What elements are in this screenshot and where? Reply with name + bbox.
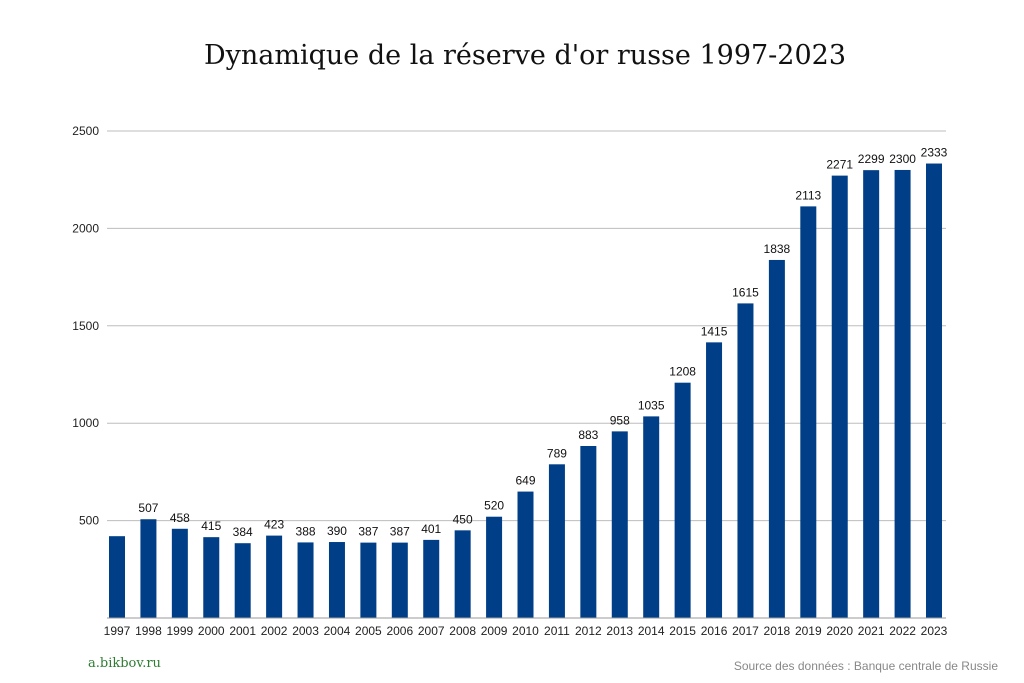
data-label-2011: 789 xyxy=(547,446,567,460)
bar-2005 xyxy=(360,542,377,618)
data-label-2012: 883 xyxy=(578,428,598,442)
data-label-2008: 450 xyxy=(453,512,473,526)
x-tick-label: 2003 xyxy=(292,624,319,638)
chart-title: Dynamique de la réserve d'or russe 1997-… xyxy=(203,40,847,71)
source-label: Source des données : Banque centrale de … xyxy=(733,659,998,673)
data-label-2001: 384 xyxy=(233,525,253,539)
y-tick-label: 2000 xyxy=(72,221,99,235)
bar-2007 xyxy=(423,539,440,618)
y-tick-label: 500 xyxy=(79,514,99,528)
x-tick-label: 2008 xyxy=(449,624,476,638)
data-label-1998: 507 xyxy=(138,501,158,515)
y-tick-label: 1000 xyxy=(72,416,99,430)
x-tick-label: 2023 xyxy=(921,624,948,638)
data-label-2005: 387 xyxy=(358,525,378,539)
data-label-2004: 390 xyxy=(327,524,347,538)
site-label: a.bikbov.ru xyxy=(88,656,161,671)
bar-2011 xyxy=(548,464,565,618)
x-tick-label: 2020 xyxy=(826,624,853,638)
bar-1997 xyxy=(109,536,125,618)
data-label-2023: 2333 xyxy=(921,146,948,160)
y-axis-tick-labels: 500 1000 1500 2000 2500 xyxy=(72,124,99,528)
bar-2020 xyxy=(831,175,848,619)
bar-2019 xyxy=(800,206,817,618)
data-label-2022: 2300 xyxy=(889,152,916,166)
data-label-2003: 388 xyxy=(296,524,316,538)
x-tick-label: 2004 xyxy=(324,624,351,638)
data-label-2020: 2271 xyxy=(826,158,853,172)
bar-1998 xyxy=(140,519,157,618)
data-label-2000: 415 xyxy=(201,519,221,533)
bar-2009 xyxy=(486,516,503,618)
data-label-2009: 520 xyxy=(484,499,504,513)
x-tick-label: 2014 xyxy=(638,624,665,638)
bars xyxy=(109,163,943,619)
data-label-2002: 423 xyxy=(264,518,284,532)
y-tick-label: 1500 xyxy=(72,319,99,333)
data-label-2010: 649 xyxy=(515,474,535,488)
bar-2023 xyxy=(926,163,943,618)
bar-2012 xyxy=(580,445,597,618)
bar-2002 xyxy=(266,535,283,618)
x-tick-label: 1999 xyxy=(166,624,193,638)
x-tick-label: 2011 xyxy=(544,624,570,638)
x-tick-label: 2016 xyxy=(701,624,728,638)
x-tick-label: 2001 xyxy=(229,624,256,638)
x-tick-label: 2009 xyxy=(481,624,508,638)
data-label-2021: 2299 xyxy=(858,152,885,166)
bar-2018 xyxy=(768,259,785,618)
x-tick-label: 2002 xyxy=(261,624,288,638)
bar-2015 xyxy=(674,382,691,618)
bar-2003 xyxy=(297,542,314,618)
bar-2008 xyxy=(454,530,471,618)
x-axis-tick-labels: 1997 1998 1999 2000 2001 2002 2003 2004 2005 2006… xyxy=(104,624,948,638)
x-tick-label: 2006 xyxy=(386,624,413,638)
bar-2006 xyxy=(391,542,408,618)
bar-2022 xyxy=(894,169,911,618)
x-tick-label: 2015 xyxy=(669,624,696,638)
x-tick-label: 2019 xyxy=(795,624,822,638)
data-label-2006: 387 xyxy=(390,525,410,539)
x-tick-label: 1998 xyxy=(135,624,162,638)
bar-2001 xyxy=(234,543,251,618)
data-label-2018: 1838 xyxy=(764,242,791,256)
bar-2013 xyxy=(611,431,628,618)
data-label-2014: 1035 xyxy=(638,398,665,412)
x-tick-label: 2010 xyxy=(512,624,539,638)
data-label-2019: 2113 xyxy=(795,188,821,202)
x-tick-label: 2017 xyxy=(732,624,759,638)
x-tick-label: 2021 xyxy=(858,624,885,638)
data-label-2013: 958 xyxy=(610,413,630,427)
y-tick-label: 2500 xyxy=(72,124,99,138)
bar-2004 xyxy=(328,542,345,618)
bar-1999 xyxy=(171,528,188,618)
bar-2014 xyxy=(643,416,660,618)
bar-2016 xyxy=(706,342,723,618)
data-label-2016: 1415 xyxy=(701,324,728,338)
data-label-1999: 458 xyxy=(170,511,190,525)
x-tick-label: 2005 xyxy=(355,624,382,638)
x-tick-label: 2022 xyxy=(889,624,916,638)
bar-2017 xyxy=(737,303,754,618)
bar-2010 xyxy=(517,491,534,618)
x-tick-label: 2013 xyxy=(606,624,633,638)
data-labels: 507 458 415 384 423 388 390 387 387 401 450 520 649 7… xyxy=(138,146,947,540)
x-tick-label: 1997 xyxy=(104,624,131,638)
x-tick-label: 2000 xyxy=(198,624,225,638)
data-label-2007: 401 xyxy=(421,522,441,536)
bar-2000 xyxy=(203,537,220,618)
bar-2021 xyxy=(863,170,880,619)
x-tick-label: 2018 xyxy=(764,624,791,638)
data-label-2015: 1208 xyxy=(669,365,696,379)
x-tick-label: 2007 xyxy=(418,624,445,638)
x-tick-label: 2012 xyxy=(575,624,602,638)
data-label-2017: 1615 xyxy=(732,285,759,299)
